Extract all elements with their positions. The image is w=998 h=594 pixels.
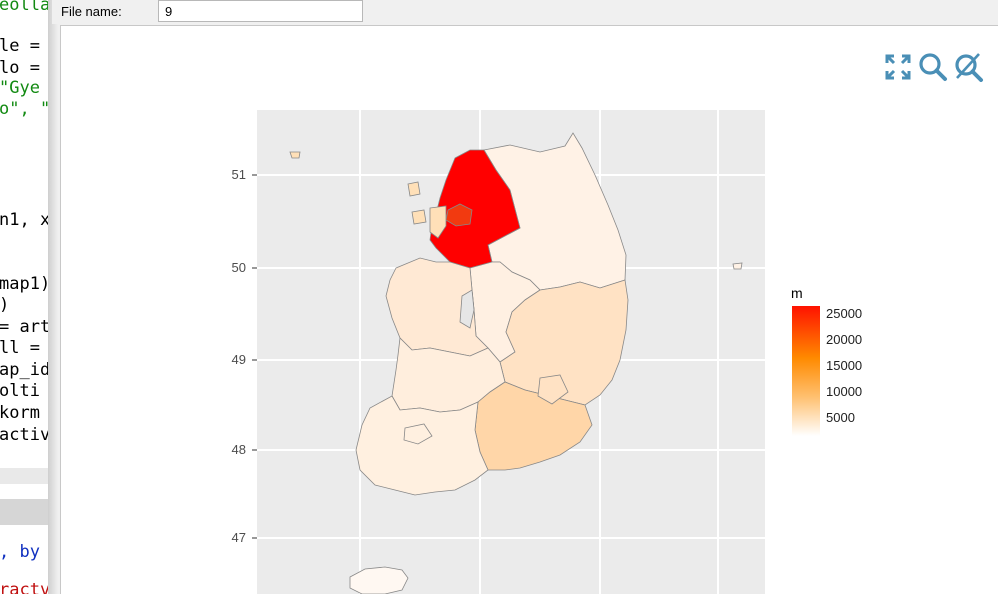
console-divider — [0, 468, 48, 484]
legend-tick-label: 5000 — [826, 410, 855, 425]
file-name-input[interactable]: 9 — [158, 0, 363, 22]
region-jeonnam — [355, 395, 489, 496]
legend-tick-label: 25000 — [826, 306, 863, 321]
code-line: ) — [0, 295, 10, 315]
legend-title: m — [791, 285, 803, 301]
legend-colorbar — [792, 306, 820, 436]
code-line: korm — [0, 403, 40, 423]
region-daegu — [537, 374, 569, 405]
code-line: le = — [0, 36, 40, 56]
region-gwangju — [403, 423, 433, 445]
code-line: "Gye — [0, 78, 40, 98]
island-small — [407, 181, 421, 197]
island-small — [411, 209, 427, 225]
y-tick-label: 47 — [231, 530, 246, 545]
region-baengnyeong — [289, 151, 301, 159]
code-line: lo = — [0, 58, 40, 78]
zoom-icon[interactable] — [918, 52, 948, 82]
console-header — [0, 499, 48, 525]
code-editor-pane[interactable]: eolla le = lo = "Gye o", " n1, x map1) )… — [0, 0, 48, 594]
code-line: map1) — [0, 274, 48, 294]
code-line: , by — [0, 542, 40, 562]
region-ulleung — [732, 262, 743, 270]
expand-icon[interactable] — [884, 52, 912, 82]
file-name-label: File name: — [61, 4, 122, 19]
region-sejong — [459, 289, 475, 329]
code-line: olti — [0, 381, 40, 401]
reset-zoom-icon[interactable] — [953, 52, 985, 82]
y-tick-label: 50 — [231, 260, 246, 275]
y-tick-label: 49 — [231, 352, 246, 367]
y-axis-ticks — [252, 174, 257, 539]
code-line: eolla — [0, 0, 48, 15]
code-line: ractv — [0, 580, 48, 594]
code-line: ll = — [0, 338, 40, 358]
y-tick-label: 51 — [231, 167, 246, 182]
dialog-shadow — [48, 0, 58, 594]
legend-tick-label: 15000 — [826, 358, 863, 373]
y-tick-label: 48 — [231, 442, 246, 457]
region-incheon — [429, 205, 447, 239]
code-line: = art — [0, 317, 48, 337]
code-line: ap_id — [0, 360, 48, 380]
code-line: o", " — [0, 99, 48, 119]
legend-tick-label: 10000 — [826, 384, 863, 399]
region-jeju — [349, 566, 409, 594]
legend-tick-label: 20000 — [826, 332, 863, 347]
code-line: activ — [0, 425, 48, 445]
code-line: n1, x — [0, 210, 48, 230]
